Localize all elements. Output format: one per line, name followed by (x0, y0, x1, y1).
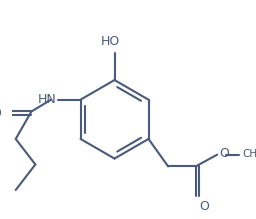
Text: CH₃: CH₃ (242, 149, 256, 159)
Text: O: O (219, 147, 229, 160)
Text: O: O (0, 106, 1, 120)
Text: HO: HO (101, 35, 120, 48)
Text: HN: HN (38, 93, 57, 106)
Text: O: O (199, 200, 209, 213)
